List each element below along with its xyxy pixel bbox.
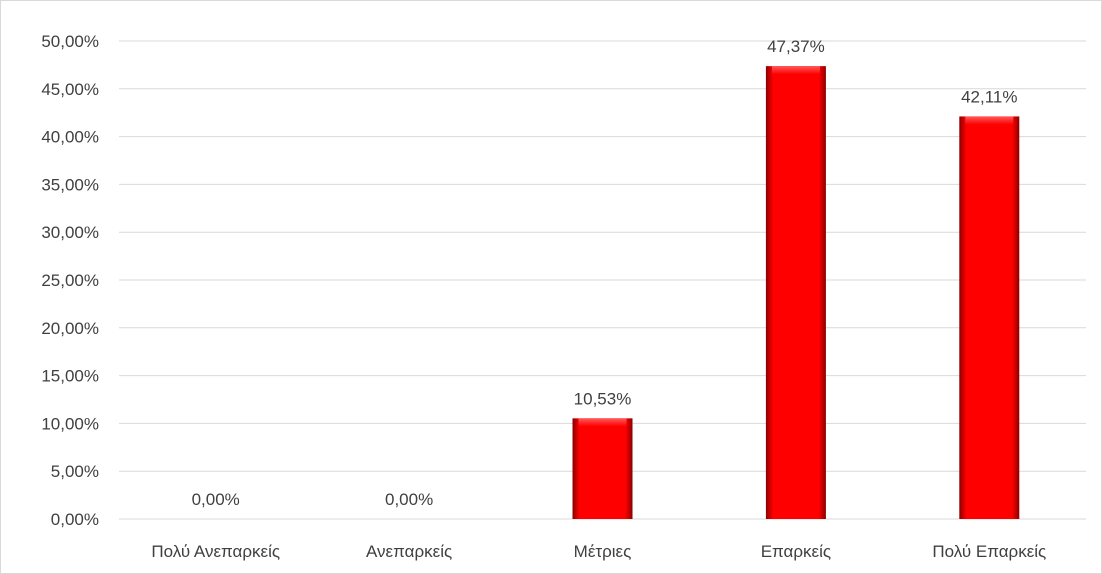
data-label: 10,53% [574, 389, 632, 408]
data-label: 47,37% [767, 37, 825, 56]
y-tick-label: 30,00% [41, 223, 99, 242]
bar [765, 66, 826, 520]
data-label: 0,00% [192, 490, 240, 509]
y-tick-label: 10,00% [41, 414, 99, 433]
y-tick-label: 35,00% [41, 175, 99, 194]
y-tick-label: 25,00% [41, 271, 99, 290]
data-labels: 0,00% 0,00% 10,53% 47,37% 42,11% [192, 37, 1018, 509]
x-axis-category-labels: Πολύ Ανεπαρκείς Ανεπαρκείς Μέτριες Επαρκείς… [151, 542, 1046, 561]
bar-bevel [578, 418, 627, 427]
x-category-label: Επαρκείς [761, 542, 831, 561]
data-label: 0,00% [385, 490, 433, 509]
bar [572, 418, 633, 519]
bar-body [959, 116, 1020, 519]
x-category-label: Μέτριες [574, 542, 632, 561]
data-label: 42,11% [961, 87, 1017, 106]
y-tick-label: 40,00% [41, 128, 99, 147]
y-tick-label: 0,00% [51, 510, 99, 529]
x-category-label: Πολύ Ανεπαρκείς [151, 542, 280, 561]
y-tick-label: 15,00% [41, 367, 99, 386]
y-axis-tick-labels: 0,00% 5,00% 10,00% 15,00% 20,00% 25,00% 30,00%… [41, 32, 99, 529]
bar-bevel [771, 66, 820, 75]
y-tick-label: 5,00% [51, 462, 99, 481]
x-category-label: Ανεπαρκείς [366, 542, 452, 561]
y-tick-label: 45,00% [41, 80, 99, 99]
gridlines [119, 40, 1086, 520]
bar-body [765, 66, 826, 520]
y-tick-label: 50,00% [41, 32, 99, 51]
x-category-label: Πολύ Επαρκείς [932, 542, 1046, 561]
bar [959, 116, 1020, 519]
bar-bevel [965, 116, 1014, 125]
bar-body [572, 418, 633, 519]
bars [572, 66, 1020, 520]
y-tick-label: 20,00% [41, 319, 99, 338]
